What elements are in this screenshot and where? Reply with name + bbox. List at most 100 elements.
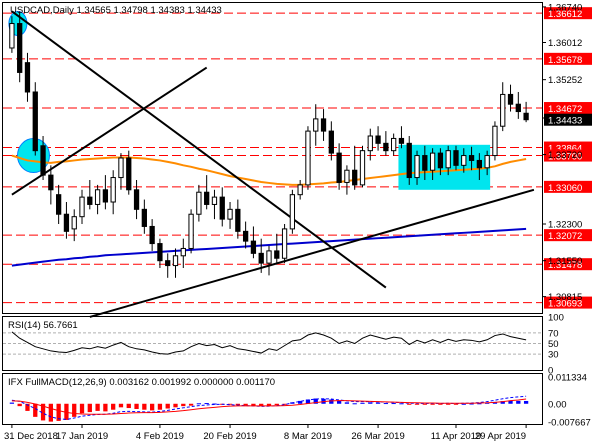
macd-bar-positive (500, 401, 505, 404)
candle-up (281, 228, 288, 259)
macd-bar-negative (438, 403, 443, 405)
trendline (11, 10, 387, 289)
macd-bar-negative (103, 403, 108, 412)
candle-down (406, 142, 412, 179)
candle-up (266, 250, 272, 264)
macd-tick-label: -0.007667 (548, 418, 591, 429)
rsi-pane (3, 331, 542, 355)
candle-up (289, 194, 296, 230)
level-tag (544, 102, 592, 115)
macd-bar-positive (360, 402, 365, 404)
macd-bar-negative (95, 403, 100, 411)
macd-bar-positive (516, 400, 521, 404)
macd-bar-negative (274, 403, 279, 406)
rsi-tick-label: 100 (548, 313, 564, 324)
candle-up (344, 169, 350, 183)
macd-bar-negative (72, 403, 77, 417)
candle-down (320, 118, 327, 132)
macd-bar-negative (422, 403, 427, 405)
candle-down (476, 159, 483, 169)
price-tick-label: 1.31550 (548, 256, 582, 267)
candle-down (48, 174, 54, 191)
macd-bar-negative (111, 403, 116, 410)
macd-bar-positive (469, 403, 474, 405)
candle-down (149, 225, 155, 245)
macd-bar-positive (508, 400, 513, 404)
macd-bar-negative (118, 403, 124, 408)
level-tag-label: 1.35678 (548, 55, 582, 66)
macd-bar-positive (477, 403, 482, 405)
macd-bar-negative (251, 403, 256, 406)
candle-up (461, 155, 467, 166)
macd-bar-negative (33, 403, 38, 417)
candle-down (336, 152, 342, 183)
rsi-line (11, 331, 527, 355)
price-tick-label: 1.35252 (548, 75, 582, 86)
level-tag-label: 1.32072 (548, 231, 582, 242)
level-tag-label: 1.33060 (548, 183, 582, 194)
candle-up (313, 118, 319, 132)
candle-up (172, 255, 179, 267)
macd-header: IFX FullMACD(12,26,9) 0.003162 0.001992 … (8, 377, 275, 388)
candle-up (484, 155, 490, 169)
time-tick-label: 26 Mar 2019 (351, 431, 404, 442)
price-pane (3, 10, 542, 318)
candle-down (204, 191, 210, 205)
macd-bar-negative (173, 403, 178, 408)
macd-bar-negative (126, 403, 131, 409)
level-tag (544, 7, 592, 20)
trendline (89, 188, 535, 318)
candle-down (468, 155, 475, 161)
macd-bar-negative (157, 403, 163, 410)
level-tag (544, 229, 592, 242)
candle-up (196, 191, 202, 215)
candle-down (422, 155, 428, 171)
macd-bar-positive (329, 399, 334, 404)
candle-up (118, 157, 124, 179)
price-tick-label: 1.33720 (548, 150, 582, 161)
candle-down (133, 189, 140, 210)
candle-up (211, 196, 218, 205)
candle-up (414, 155, 420, 179)
macd-bar-positive (375, 402, 381, 404)
candle-down (24, 62, 31, 93)
macd-bar-negative (282, 403, 287, 405)
rsi-tick-label: 0 (548, 366, 553, 377)
macd-bar-negative (235, 403, 240, 406)
macd-bar-negative (142, 403, 147, 410)
macd-bar-positive (298, 400, 303, 404)
macd-bar-negative (188, 403, 194, 406)
candle-down (453, 150, 459, 166)
macd-bar-negative (79, 403, 85, 414)
candle-down (102, 189, 109, 203)
candle-down (375, 135, 381, 144)
macd-bar-negative (430, 403, 435, 405)
candle-up (445, 150, 451, 169)
level-tag (544, 296, 592, 309)
macd-bar-negative (56, 403, 61, 421)
macd-bar-negative (266, 403, 272, 406)
candle-down (250, 240, 257, 254)
signal-line (11, 398, 527, 415)
candle-up (500, 93, 506, 127)
time-tick-label: 29 Apr 2019 (475, 431, 526, 442)
candle-down (126, 157, 132, 191)
macd-bar-positive (305, 399, 311, 404)
macd-bar-positive (383, 403, 389, 405)
macd-bar-negative (243, 403, 248, 406)
price-tick-label: 1.36740 (548, 2, 582, 13)
candle-up (305, 130, 311, 186)
candle-down (352, 169, 358, 186)
macd-bar-positive (368, 402, 373, 404)
level-tag (544, 52, 592, 65)
time-tick-label: 20 Feb 2019 (203, 431, 256, 442)
price-tick-label: 1.36012 (548, 38, 582, 49)
macd-bar-negative (149, 403, 155, 411)
macd-bar-positive (461, 403, 466, 405)
time-tick-label: 8 Mar 2019 (284, 431, 332, 442)
candle-down (17, 23, 23, 73)
candle-down (63, 213, 70, 232)
